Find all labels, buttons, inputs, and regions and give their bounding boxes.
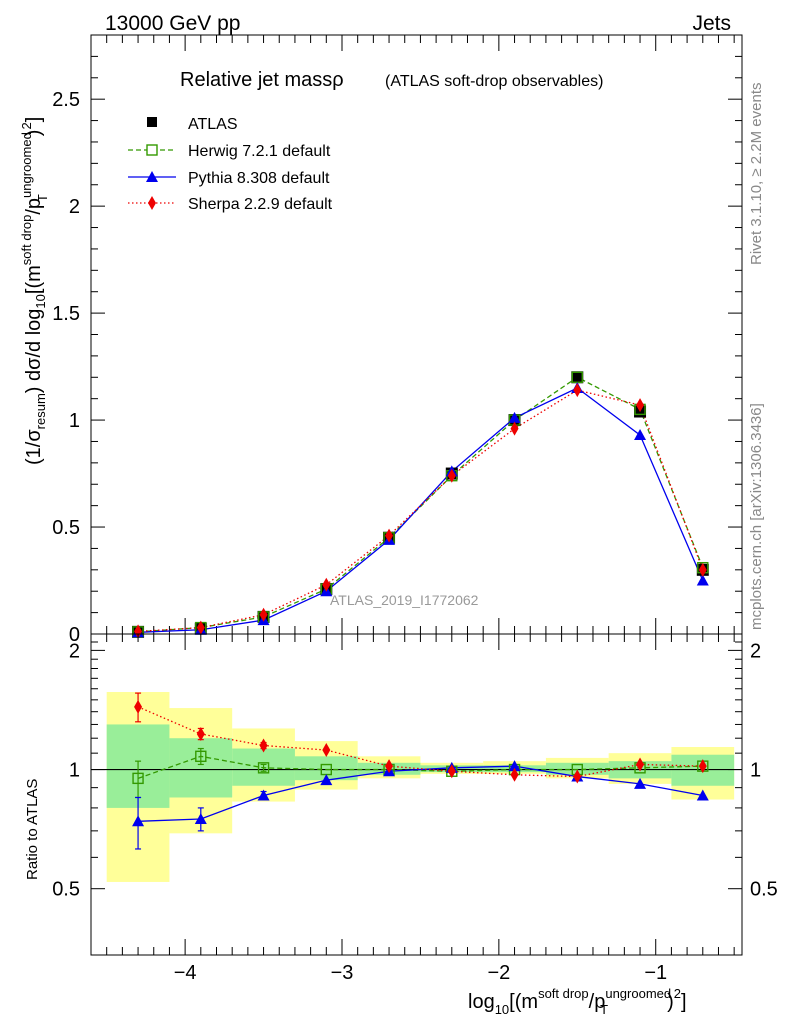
ratio-y-tick-label: 0.5 (52, 879, 80, 901)
chart-subtitle: (ATLAS soft-drop observables) (385, 73, 603, 90)
legend-marker-pythia (146, 171, 158, 182)
main-point-sherpa (134, 624, 143, 639)
main-y-tick-label: 0.5 (52, 517, 80, 539)
ratio-point-herwig (132, 772, 144, 785)
ratio-y-tick-label: 1 (69, 760, 80, 782)
ratio-line-sherpa (137, 706, 703, 778)
x-tick-label: −1 (644, 962, 667, 984)
legend: ATLAS Herwig 7.2.1 default Pythia 8.308 … (128, 116, 333, 213)
legend-marker-sherpa (148, 196, 156, 210)
legend-label-atlas: ATLAS (188, 116, 238, 133)
main-line-series-1 (138, 376, 704, 633)
ratio-point-sherpa (447, 764, 456, 779)
main-series-markers (132, 371, 709, 639)
header-process: Jets (692, 12, 731, 35)
x-tick-label: −3 (331, 962, 354, 984)
main-point-sherpa (196, 620, 205, 635)
main-y-tick-label: 1 (69, 410, 80, 432)
ratio-y-tick-label-right: 0.5 (750, 879, 778, 901)
ratio-point-sherpa (698, 759, 707, 774)
legend-item-herwig: Herwig 7.2.1 default (128, 143, 331, 160)
ratio-point-pythia (257, 789, 270, 801)
x-axis-label: log10[(msoft drop/pungroomed T)2] (468, 986, 687, 1017)
analysis-label: ATLAS_2019_I1772062 (330, 592, 479, 608)
ratio-band-green (545, 762, 609, 775)
main-panel: 0 0.5 1 1.5 2 2.5 Relative jet massρ (ATLAS s… (19, 34, 743, 646)
ratio-point-pythia (508, 760, 521, 772)
main-y-tick-label: 0 (69, 624, 80, 646)
ratio-point-sherpa (636, 757, 645, 772)
legend-item-sherpa: Sherpa 2.2.9 default (128, 196, 333, 213)
main-point-sherpa (322, 577, 331, 592)
ratio-point-sherpa (196, 726, 205, 741)
ratio-point-pythia (132, 815, 145, 827)
main-point-pythia (696, 574, 709, 586)
main-point-sherpa (447, 468, 456, 483)
ratio-frame (90, 633, 743, 956)
x-tick-label: −2 (487, 962, 510, 984)
main-y-tick-label: 1.5 (52, 303, 80, 325)
main-point-sherpa (636, 398, 645, 413)
main-series-lines (138, 376, 704, 633)
ratio-point-pythia (194, 812, 207, 824)
legend-item-pythia: Pythia 8.308 default (128, 170, 330, 187)
main-line-series-2 (138, 387, 704, 633)
main-point-pythia (634, 429, 647, 441)
main-point-sherpa (510, 421, 519, 436)
ratio-line-pythia (138, 765, 703, 822)
ratio-line-herwig (137, 755, 703, 779)
legend-item-atlas: ATLAS (147, 116, 238, 133)
ratio-point-pythia (696, 789, 709, 801)
main-point-sherpa (259, 607, 268, 622)
ratio-point-sherpa (573, 769, 582, 784)
ratio-point-herwig (257, 762, 270, 774)
ratio-series-lines (137, 706, 703, 822)
ratio-panel: 0.5 0.5 1 1 2 2 −4 −3 −2 −1 Ratio to ATLAS log10[… (24, 633, 778, 1017)
ratio-y-tick-label-right: 2 (750, 640, 761, 662)
legend-label-herwig: Herwig 7.2.1 default (188, 143, 331, 160)
ratio-y-tick-label: 2 (69, 640, 80, 662)
x-tick-label: −4 (174, 962, 197, 984)
mcplots-label: mcplots.cern.ch [arXiv:1306.3436] (748, 403, 765, 630)
rivet-label: Rivet 3.1.10, ≥ 2.2M events (748, 83, 765, 266)
legend-marker-atlas (147, 117, 157, 127)
ratio-point-herwig (195, 750, 207, 763)
legend-label-sherpa: Sherpa 2.2.9 default (188, 196, 333, 213)
ratio-point-pythia (320, 774, 333, 786)
ratio-band-green (294, 756, 358, 781)
ratio-point-sherpa (385, 759, 394, 774)
main-y-axis-label: (1/σresum) dσ/d log10[(msoft drop/pungro… (19, 117, 50, 465)
ratio-y-axis-label: Ratio to ATLAS (24, 779, 41, 880)
main-point-sherpa (385, 528, 394, 543)
legend-label-pythia: Pythia 8.308 default (188, 170, 330, 187)
ratio-point-pythia (634, 777, 647, 789)
legend-marker-herwig (146, 144, 158, 156)
main-point-sherpa (698, 562, 707, 577)
main-y-tick-label: 2.5 (52, 89, 80, 111)
ratio-series-markers (132, 692, 709, 850)
ratio-point-sherpa (510, 767, 519, 782)
ratio-point-sherpa (322, 743, 331, 758)
main-axis-ticks: 0 0.5 1 1.5 2 2.5 (52, 35, 742, 646)
main-point-atlas (571, 371, 584, 384)
main-y-tick-label: 2 (69, 196, 80, 218)
chart-title: Relative jet massρ (180, 69, 344, 91)
main-point-sherpa (573, 383, 582, 398)
main-point-pythia (508, 411, 521, 423)
ratio-point-sherpa (259, 738, 268, 753)
ratio-y-tick-label-right: 1 (750, 760, 761, 782)
ratio-point-sherpa (134, 699, 143, 714)
ratio-band-green (169, 738, 233, 798)
header-collision: 13000 GeV pp (105, 12, 240, 35)
